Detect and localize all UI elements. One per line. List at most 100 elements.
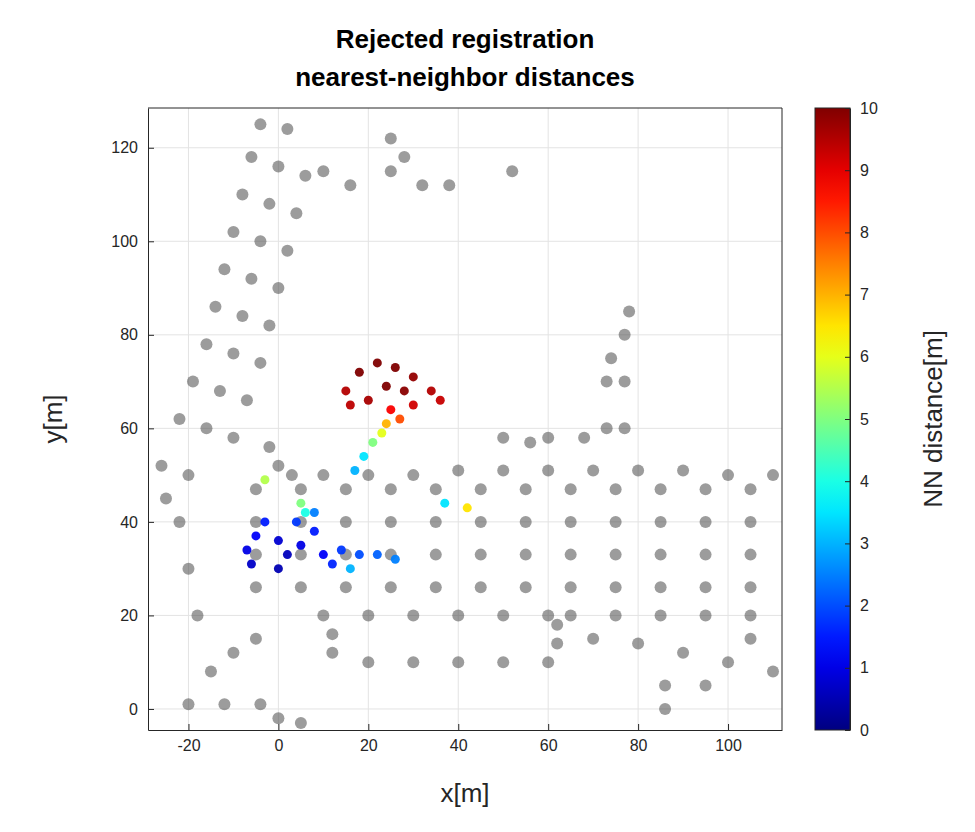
tick: 3 bbox=[845, 535, 869, 552]
point bbox=[254, 235, 266, 247]
point bbox=[340, 516, 352, 528]
point bbox=[382, 419, 391, 428]
point bbox=[745, 483, 757, 495]
point bbox=[245, 151, 257, 163]
point bbox=[260, 475, 269, 484]
point bbox=[283, 550, 292, 559]
tick-mark bbox=[845, 668, 850, 669]
point bbox=[677, 464, 689, 476]
point bbox=[317, 469, 329, 481]
tick: 80 bbox=[630, 724, 648, 754]
point bbox=[565, 549, 577, 561]
point bbox=[659, 680, 671, 692]
point bbox=[542, 432, 554, 444]
point bbox=[317, 165, 329, 177]
grid-line bbox=[368, 108, 369, 730]
tick-mark bbox=[845, 543, 850, 544]
point bbox=[655, 516, 667, 528]
tick-mark bbox=[148, 522, 154, 523]
point bbox=[286, 469, 298, 481]
tick: 20 bbox=[120, 607, 154, 624]
tick-mark bbox=[548, 724, 549, 730]
tick: 7 bbox=[845, 286, 869, 303]
point bbox=[290, 207, 302, 219]
point bbox=[241, 394, 253, 406]
point bbox=[328, 559, 337, 568]
point bbox=[565, 581, 577, 593]
tick: 6 bbox=[845, 348, 869, 365]
tick: 10 bbox=[845, 100, 878, 117]
tick-label: 60 bbox=[540, 737, 558, 754]
point bbox=[350, 466, 359, 475]
colorbar-axis: 012345678910 bbox=[845, 100, 878, 739]
point bbox=[263, 441, 275, 453]
point bbox=[281, 245, 293, 257]
point bbox=[700, 581, 712, 593]
point bbox=[497, 656, 509, 668]
tick: 20 bbox=[360, 724, 378, 754]
tick-mark bbox=[278, 724, 279, 730]
tick: 9 bbox=[845, 162, 869, 179]
point bbox=[214, 385, 226, 397]
point bbox=[610, 581, 622, 593]
point bbox=[281, 123, 293, 135]
point bbox=[295, 717, 307, 729]
point bbox=[610, 483, 622, 495]
tick-label: 2 bbox=[860, 597, 869, 614]
point bbox=[610, 549, 622, 561]
point bbox=[362, 609, 374, 621]
point bbox=[319, 550, 328, 559]
point bbox=[227, 226, 239, 238]
tick-mark bbox=[845, 606, 850, 607]
x-axis-title: x[m] bbox=[440, 778, 489, 808]
point bbox=[542, 464, 554, 476]
point bbox=[619, 329, 631, 341]
tick: 40 bbox=[120, 514, 154, 531]
point bbox=[542, 609, 554, 621]
point bbox=[236, 189, 248, 201]
tick-mark bbox=[148, 335, 154, 336]
point bbox=[337, 545, 346, 554]
point bbox=[272, 712, 284, 724]
tick-label: 7 bbox=[860, 286, 869, 303]
point bbox=[452, 609, 464, 621]
point bbox=[218, 698, 230, 710]
point bbox=[391, 555, 400, 564]
point bbox=[398, 151, 410, 163]
point bbox=[385, 581, 397, 593]
point bbox=[359, 452, 368, 461]
point bbox=[355, 368, 364, 377]
point bbox=[173, 516, 185, 528]
point bbox=[700, 483, 712, 495]
point bbox=[317, 609, 329, 621]
tick-label: 1 bbox=[860, 659, 869, 676]
tick-mark bbox=[845, 170, 850, 171]
point bbox=[227, 348, 239, 360]
tick-label: 3 bbox=[860, 535, 869, 552]
point bbox=[326, 647, 338, 659]
point bbox=[236, 310, 248, 322]
point bbox=[416, 179, 428, 191]
point bbox=[601, 376, 613, 388]
colorbar-title: NN distance[m] bbox=[918, 330, 948, 508]
point bbox=[430, 581, 442, 593]
point bbox=[209, 301, 221, 313]
point bbox=[340, 483, 352, 495]
point bbox=[440, 499, 449, 508]
point bbox=[551, 619, 563, 631]
point bbox=[346, 564, 355, 573]
tick-mark bbox=[188, 724, 189, 730]
tick: 4 bbox=[845, 473, 869, 490]
chart: -20020406080100020406080100120x[m]y[m]Re… bbox=[0, 0, 975, 832]
tick-mark bbox=[148, 615, 154, 616]
tick: 5 bbox=[845, 411, 869, 428]
grid-line bbox=[148, 521, 782, 522]
tick-label: 0 bbox=[129, 701, 138, 718]
point bbox=[160, 493, 172, 505]
tick: 8 bbox=[845, 224, 869, 241]
point bbox=[587, 633, 599, 645]
point bbox=[520, 483, 532, 495]
point bbox=[407, 609, 419, 621]
point bbox=[430, 549, 442, 561]
point bbox=[610, 609, 622, 621]
